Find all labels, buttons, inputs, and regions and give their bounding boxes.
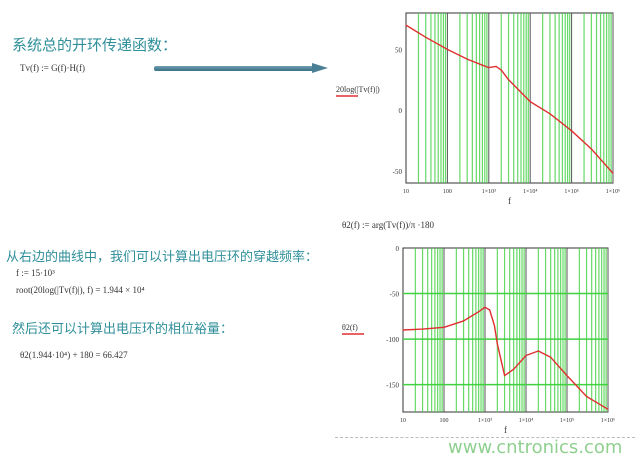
data-point [481, 64, 483, 66]
y-tick-label: 50 [395, 46, 403, 54]
data-point [488, 67, 490, 69]
y-axis-label: 20log(|Tv(f)|) [336, 85, 380, 94]
y-tick-label: 0 [399, 107, 403, 115]
x-tick-label: 1×10³ [478, 418, 492, 424]
data-point [607, 408, 609, 410]
data-point [446, 48, 448, 51]
data-point [503, 374, 506, 377]
equation-f: f := 15·10³ [16, 268, 55, 278]
data-point [585, 395, 588, 398]
data-point [529, 101, 531, 103]
data-point [425, 36, 427, 38]
y-tick-label: -100 [386, 336, 399, 344]
equation-phase-margin: θ2(1.944·10⁴) + 180 = 66.427 [20, 350, 128, 360]
data-point [462, 320, 465, 322]
equation-theta: θ2(f) := arg(Tv(f))/π ·180 [342, 220, 434, 230]
x-tick-label: 1×10⁶ [601, 418, 615, 424]
y-tick-label: 0 [396, 245, 400, 253]
x-tick-label: 1×10⁶ [606, 189, 620, 195]
data-point [549, 113, 551, 115]
y-axis-label: θ2(f) [342, 323, 358, 332]
x-tick-label: 100 [440, 418, 449, 424]
heading-open-loop: 系统总的开环传递函数： [12, 36, 178, 54]
data-point [500, 69, 502, 71]
x-tick-label: 1×10³ [482, 189, 496, 195]
data-point [493, 324, 496, 327]
x-tick-label: 10 [403, 189, 409, 195]
divider [335, 437, 635, 438]
data-point [489, 309, 491, 311]
data-point [405, 24, 407, 26]
chart-magnitude: 50 0 -50 10 100 1×10³ 1×10⁴ 1×10⁵ 1×10⁶ f 20log(|T… [336, 12, 620, 206]
plot-area [405, 12, 614, 184]
chart-phase: 0 -50 -100 -150 10 100 1×10³ 1×10⁴ 1×10⁵ 1×10⁶ f θ2… [342, 245, 615, 435]
y-tick-label: -50 [390, 291, 400, 299]
data-point [537, 350, 539, 352]
data-point [484, 306, 486, 308]
data-point [478, 311, 480, 313]
x-tick-label: 10 [400, 418, 406, 424]
equation-tv: Tv(f) := G(f)·H(f) [20, 63, 86, 73]
data-point [612, 172, 614, 174]
x-axis-label: f [508, 196, 511, 206]
data-point [550, 356, 552, 358]
data-point [571, 130, 573, 132]
series-line [405, 24, 614, 174]
arrow-icon [154, 63, 328, 73]
watermark: www.cntronics.com [448, 437, 623, 458]
y-tick-label: -50 [393, 168, 403, 176]
y-tick-label: -150 [386, 382, 399, 390]
data-point [443, 326, 445, 328]
x-tick-label: 100 [443, 189, 452, 195]
data-point [507, 79, 510, 81]
data-point [421, 328, 424, 330]
data-point [402, 329, 404, 331]
x-tick-label: 1×10⁴ [523, 189, 537, 195]
data-point [496, 343, 498, 345]
x-axis-label: f [504, 425, 507, 435]
data-point [495, 65, 497, 68]
heading-crossover: 从右边的曲线中，我们可以计算出电压环的穿越频率： [6, 250, 319, 265]
data-point [590, 148, 592, 150]
x-tick-label: 1×10⁴ [519, 418, 533, 424]
data-point [513, 368, 515, 370]
x-tick-label: 1×10⁵ [560, 418, 574, 424]
data-point [466, 58, 468, 60]
heading-phase-margin: 然后还可以计算出电压环的相位裕量： [12, 322, 234, 337]
data-point [566, 374, 568, 377]
data-point [525, 354, 527, 357]
equation-root: root(20log(|Tv(f)|), f) = 1.944 × 10⁴ [16, 285, 145, 295]
x-tick-label: 1×10⁵ [564, 189, 578, 195]
